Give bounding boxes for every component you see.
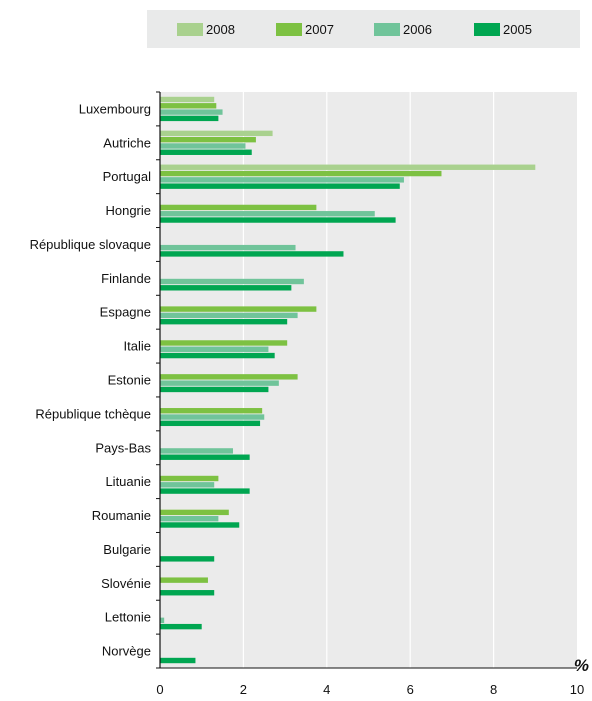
bar-2006 xyxy=(160,143,246,149)
bar-2005 xyxy=(160,251,344,257)
category-label: Lituanie xyxy=(105,474,151,489)
bar-2006 xyxy=(160,109,223,115)
bar-2005 xyxy=(160,285,292,291)
category-label: Norvège xyxy=(102,644,151,659)
legend-swatch xyxy=(474,22,500,36)
bar-2007 xyxy=(160,577,208,583)
x-tick-label: 10 xyxy=(570,682,584,697)
bar-2005 xyxy=(160,149,252,155)
bar-2006 xyxy=(160,278,304,285)
category-label: Finlande xyxy=(101,271,151,286)
bar-2005 xyxy=(160,386,269,393)
bar-2005 xyxy=(160,183,400,189)
bar-2005 xyxy=(160,318,288,325)
x-tick-label: 2 xyxy=(240,682,247,697)
category-label: Hongrie xyxy=(105,203,151,218)
category-label: Italie xyxy=(124,339,151,354)
legend-item-2006: 2006 xyxy=(374,20,432,38)
category-label: Espagne xyxy=(100,305,151,320)
bar-2007 xyxy=(160,475,219,482)
category-label: République tchèque xyxy=(35,406,151,421)
bar-2006 xyxy=(160,380,279,386)
bar-2007 xyxy=(160,103,217,109)
bar-2005 xyxy=(160,488,250,494)
bar-2007 xyxy=(160,204,317,211)
bar-2008 xyxy=(160,164,536,170)
legend-item-2007: 2007 xyxy=(276,20,334,38)
bar-2005 xyxy=(160,522,240,528)
legend-item-2008: 2008 xyxy=(177,20,235,38)
bar-2005 xyxy=(160,590,215,596)
x-tick-label: 8 xyxy=(490,682,497,697)
legend-item-2005: 2005 xyxy=(474,20,532,38)
bar-2006 xyxy=(160,211,375,217)
bar-2006 xyxy=(160,244,296,251)
legend-label: 2005 xyxy=(503,21,532,37)
legend-swatch xyxy=(276,22,302,36)
legend-label: 2006 xyxy=(403,21,432,37)
bar-2007 xyxy=(160,509,229,516)
bar-2006 xyxy=(160,346,269,352)
bar-2007 xyxy=(160,306,317,312)
bar-2005 xyxy=(160,657,196,664)
bar-2005 xyxy=(160,454,250,460)
legend: 2008 2007 2006 2005 xyxy=(147,10,580,48)
category-label: Luxembourg xyxy=(79,101,151,116)
legend-label: 2007 xyxy=(305,21,334,37)
bar-2005 xyxy=(160,623,202,630)
x-tick-label: 4 xyxy=(323,682,330,697)
bar-2005 xyxy=(160,352,275,359)
category-label: Pays-Bas xyxy=(95,440,151,455)
category-label: Roumanie xyxy=(92,508,151,523)
category-label: République slovaque xyxy=(30,237,151,252)
x-tick-label: 6 xyxy=(407,682,414,697)
bar-2007 xyxy=(160,340,288,346)
bar-2007 xyxy=(160,374,298,380)
bar-2006 xyxy=(160,448,233,454)
category-label: Bulgarie xyxy=(103,542,151,557)
bar-2007 xyxy=(160,408,263,414)
bar-2005 xyxy=(160,217,396,223)
legend-swatch xyxy=(177,22,203,36)
bar-2006 xyxy=(160,482,215,488)
category-label: Lettonie xyxy=(105,610,151,625)
x-tick-label: 0 xyxy=(156,682,163,697)
bar-2005 xyxy=(160,420,261,427)
bar-2008 xyxy=(160,130,273,137)
bar-2005 xyxy=(160,115,219,122)
legend-label: 2008 xyxy=(206,21,235,37)
legend-swatch xyxy=(374,22,400,36)
bar-2006 xyxy=(160,617,165,624)
category-label: Estonie xyxy=(108,373,151,388)
category-label: Autriche xyxy=(103,135,151,150)
category-label: Slovénie xyxy=(101,576,151,591)
x-unit-label: % xyxy=(574,656,589,675)
bar-2005 xyxy=(160,556,215,562)
bar-2008 xyxy=(160,96,215,103)
category-label: Portugal xyxy=(103,169,152,184)
bar-2006 xyxy=(160,515,219,522)
bar-2007 xyxy=(160,136,256,143)
bar-2006 xyxy=(160,414,265,420)
bar-2007 xyxy=(160,170,442,177)
bar-2006 xyxy=(160,177,404,183)
bar-2006 xyxy=(160,312,298,319)
